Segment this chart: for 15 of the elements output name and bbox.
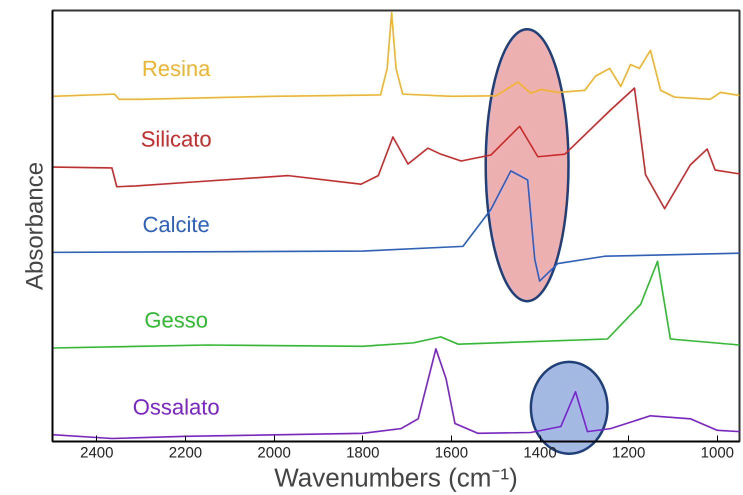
series-label: Ossalato [132,394,220,420]
x-tick-label: 1200 [612,444,646,462]
x-tick-label: 1800 [346,444,380,462]
series-label: Calcite [142,212,210,237]
x-tick-label: 1000 [700,444,734,462]
series-label: Resina [142,56,212,81]
x-tick-label: 1600 [434,444,468,462]
x-tick-label: 2200 [168,444,202,462]
x-tick-label: 2400 [80,444,114,462]
series-label: Silicato [140,126,212,152]
series-label: Gesso [144,308,208,333]
x-axis-title: Wavenumbers (cm⁻¹) [274,462,518,492]
x-tick-label: 1400 [523,444,557,462]
y-axis-title: Absorbance [22,162,48,290]
x-tick-label: 2000 [257,444,291,462]
